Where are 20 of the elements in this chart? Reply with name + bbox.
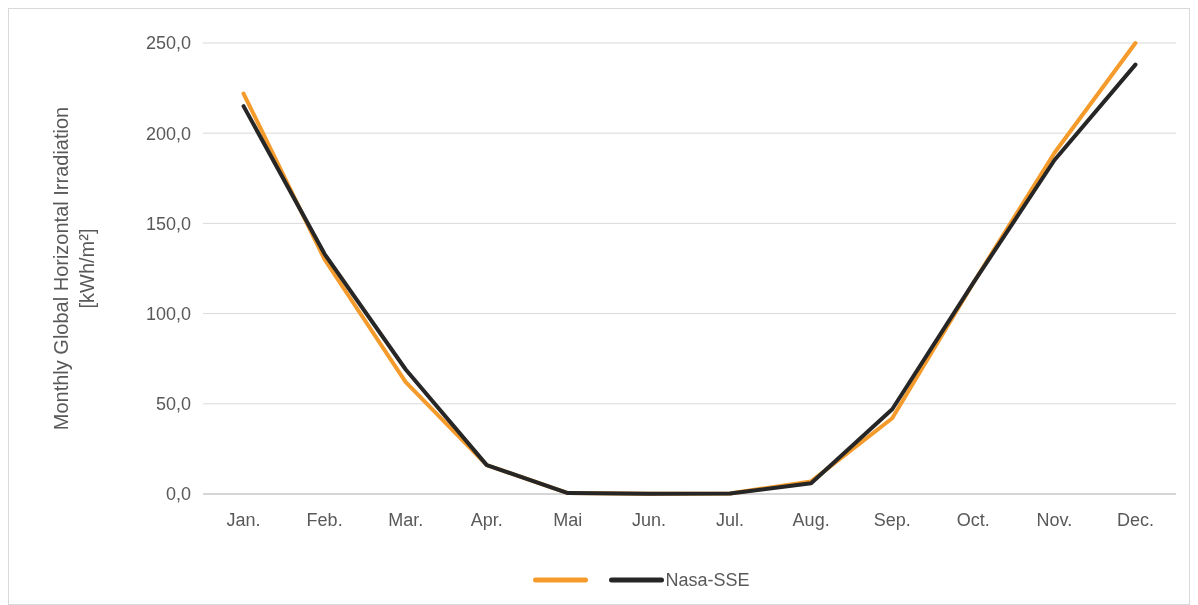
x-tick-label: Mai: [553, 510, 583, 530]
x-tick-label: Apr.: [470, 510, 503, 530]
y-tick-label: 200,0: [145, 123, 191, 144]
y-tick-label: 100,0: [145, 303, 191, 324]
x-tick-label: Oct.: [956, 510, 990, 530]
x-tick-label: Nov.: [1036, 510, 1073, 530]
y-tick-label: 50,0: [155, 394, 191, 415]
y-tick-label: 0,0: [165, 484, 191, 505]
x-tick-label: Jul.: [716, 510, 745, 530]
x-tick-label: Jan.: [226, 510, 261, 530]
x-tick-label: Feb.: [306, 510, 343, 530]
x-tick-label: Jun.: [631, 510, 666, 530]
x-tick-label: Sep.: [873, 510, 911, 530]
y-axis-title: Monthly Global Horizontal Irradiation [kWh/m²]: [50, 106, 98, 431]
legend-label: Nasa-SSE: [665, 570, 750, 591]
y-tick-label: 250,0: [145, 33, 191, 54]
x-tick-label: Aug.: [792, 510, 830, 530]
y-tick-label: 150,0: [145, 213, 191, 234]
x-tick-label: Dec.: [1116, 510, 1154, 530]
x-tick-label: Mar.: [388, 510, 424, 530]
